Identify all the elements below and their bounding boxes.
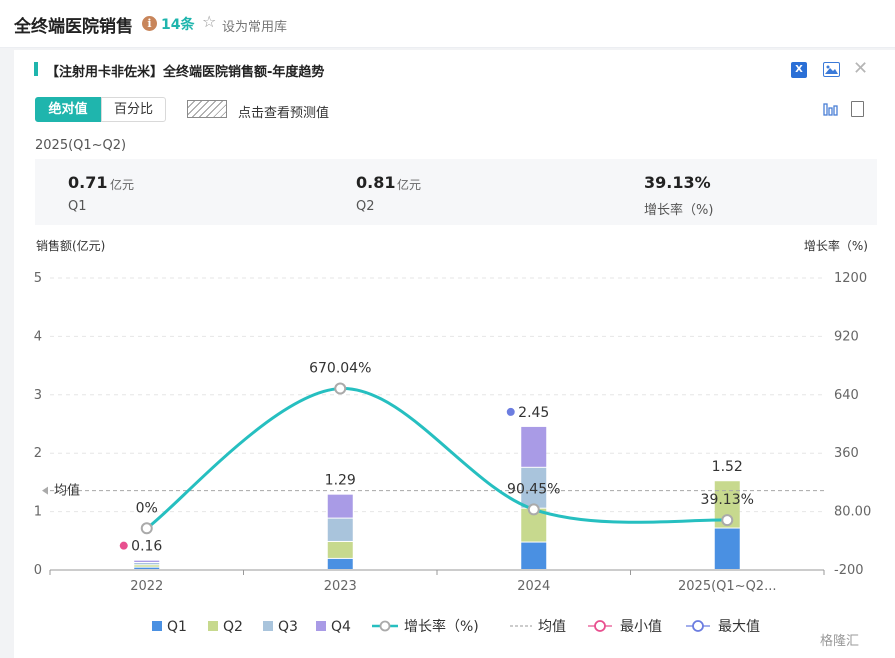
legend-max-swatch-ring	[692, 620, 704, 632]
top-bar: 全终端医院销售 i 14条 ☆ 设为常用库	[0, 0, 895, 48]
period-label: 2025(Q1~Q2)	[35, 138, 127, 153]
legend-q4-label: Q4	[331, 619, 351, 635]
star-icon[interactable]: ☆	[202, 12, 217, 31]
chart-title: 【注射用卡非佐米】全终端医院销售额-年度趋势	[46, 65, 325, 80]
y-tick-label: 1	[34, 505, 42, 520]
bar-q2	[134, 565, 160, 567]
growth-rate-label: 670.04%	[309, 361, 371, 377]
bar-total-label: 2.45	[518, 405, 549, 421]
y2-tick-label: 80.00	[834, 505, 871, 520]
legend-q3-label: Q3	[278, 619, 298, 635]
x-tick-label: 2023	[324, 579, 357, 594]
close-icon[interactable]: ✕	[853, 58, 869, 79]
bar-total-label: 1.52	[712, 459, 743, 475]
image-icon[interactable]	[823, 62, 840, 77]
stat-q2-unit: 亿元	[397, 178, 422, 192]
title-accent-bar	[34, 62, 38, 76]
record-count-badge: 14条	[161, 17, 195, 33]
y2-tick-label: 1200	[834, 271, 867, 286]
stat-growth-label: 增长率（%)	[644, 203, 714, 218]
y2-tick-label: 640	[834, 388, 859, 403]
legend-q4-swatch	[316, 621, 326, 631]
bar-q3	[134, 562, 160, 565]
max-value-marker	[506, 407, 515, 416]
legend-q1-label: Q1	[167, 619, 187, 635]
bar-q1	[134, 567, 160, 569]
mean-arrow	[42, 486, 48, 495]
excel-icon[interactable]: X	[791, 62, 807, 78]
y2-tick-label: -200	[834, 563, 864, 578]
bar-chart-icon[interactable]	[823, 102, 839, 116]
y-axis-title: 销售额(亿元)	[36, 238, 105, 253]
legend-min-label: 最小值	[620, 619, 662, 635]
y2-tick-label: 360	[834, 446, 859, 461]
favorite-button[interactable]: 设为常用库	[222, 20, 288, 35]
y-tick-label: 4	[34, 329, 42, 344]
forecast-pattern-swatch[interactable]	[187, 100, 227, 118]
document-icon[interactable]	[851, 101, 864, 117]
legend-q2-swatch	[208, 621, 218, 631]
growth-rate-point	[721, 514, 734, 527]
legend-q1-swatch	[152, 621, 162, 631]
image-icon-glyph	[825, 65, 838, 74]
growth-rate-point	[334, 382, 347, 395]
legend-min-swatch-ring	[594, 620, 606, 632]
legend-q2-label: Q2	[223, 619, 243, 635]
growth-rate-line	[145, 387, 728, 530]
bar-q4	[134, 560, 160, 562]
forecast-toggle-label[interactable]: 点击查看预测值	[238, 106, 330, 121]
y2-axis-title: 增长率（%)	[804, 238, 868, 253]
stat-growth-value: 39.13%	[644, 173, 711, 192]
stat-q1-unit: 亿元	[110, 178, 135, 192]
growth-rate-label: 39.13%	[701, 492, 754, 508]
bar-q3	[327, 518, 353, 541]
stat-q1-label: Q1	[68, 199, 87, 214]
bar-q1	[327, 558, 353, 569]
y-tick-label: 5	[34, 271, 42, 286]
bar-total-label: 0.16	[131, 539, 162, 555]
legend-q3-swatch	[263, 621, 273, 631]
y-tick-label: 2	[34, 446, 42, 461]
footer-logo: 格隆汇	[820, 634, 860, 649]
y-tick-label: 3	[34, 388, 42, 403]
toggle-percent-button[interactable]: 百分比	[101, 97, 166, 122]
stat-q2-value: 0.81	[356, 173, 396, 192]
min-value-marker	[119, 541, 128, 550]
legend-mean-label: 均值	[538, 619, 566, 635]
stat-q1-value: 0.71	[68, 173, 108, 192]
mean-label: 均值	[54, 483, 80, 499]
summary-box	[35, 159, 877, 225]
bar-total-label: 1.29	[325, 473, 356, 489]
bar-q1	[521, 542, 547, 569]
chart-card	[14, 50, 895, 658]
page-title: 全终端医院销售	[14, 17, 133, 37]
legend-max-label: 最大值	[718, 619, 760, 635]
growth-rate-label: 0%	[136, 500, 158, 516]
x-tick-label: 2022	[130, 579, 163, 594]
x-tick-label: 2025(Q1~Q2...	[678, 579, 776, 594]
legend-growth-swatch-dot	[379, 620, 391, 632]
bar-q3	[521, 467, 547, 508]
growth-rate-label: 90.45%	[507, 481, 560, 497]
bar-q4	[327, 494, 353, 518]
y-tick-label: 0	[34, 563, 42, 578]
bar-q4	[521, 426, 547, 467]
growth-rate-point	[527, 503, 540, 516]
bar-q1	[714, 528, 740, 569]
toggle-absolute-button[interactable]: 绝对值	[35, 97, 101, 122]
legend-growth-label: 增长率（%)	[404, 618, 479, 635]
growth-rate-point	[140, 522, 153, 535]
y2-tick-label: 920	[834, 329, 859, 344]
x-tick-label: 2024	[517, 579, 550, 594]
info-icon[interactable]: i	[142, 16, 157, 31]
stat-q2-label: Q2	[356, 199, 375, 214]
bar-q2	[327, 541, 353, 558]
sales-trend-chart: 销售额(亿元) 增长率（%) 0 -200 1 80.00 2 360 3 640 4 920 5 120…	[34, 238, 872, 635]
